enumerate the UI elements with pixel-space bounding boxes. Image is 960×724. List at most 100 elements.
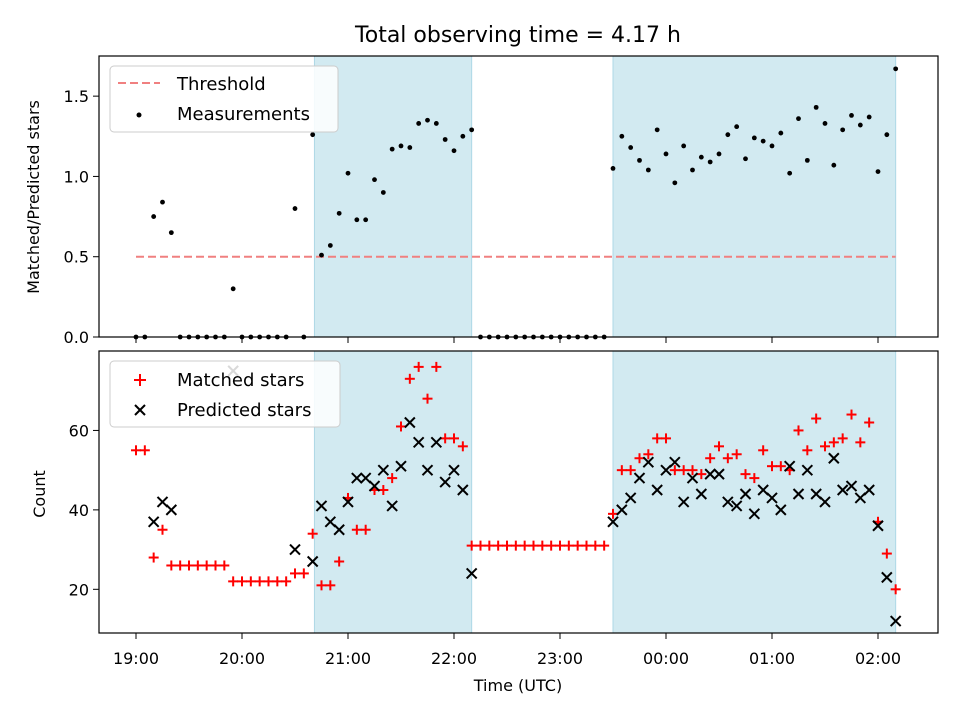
- measurement-point: [875, 169, 881, 175]
- matched-stars-point: [431, 361, 442, 372]
- matched-stars-point: [634, 453, 645, 464]
- bottom-legend: Matched stars Predicted stars: [109, 360, 341, 428]
- measurement-point: [363, 217, 369, 223]
- legend-measurements-label: Measurements: [177, 104, 310, 125]
- top-y-tick-label: 1.5: [64, 87, 89, 106]
- measurement-point: [796, 116, 801, 122]
- predicted-stars-point: [722, 496, 734, 508]
- matched-stars-point: [555, 540, 565, 551]
- measurement-point: [310, 132, 316, 138]
- measurement-point: [354, 217, 360, 223]
- predicted-stars-point: [368, 480, 381, 492]
- legend-matched-label: Matched stars: [177, 370, 304, 391]
- matched-stars-point: [502, 540, 512, 551]
- predicted-stars-point: [801, 464, 814, 476]
- bottom-panel: 20 40 60 19:00 20:00 21:00 22:00 23:00 00:00 01:…: [30, 350, 939, 695]
- predicted-stars-point: [324, 516, 337, 528]
- predicted-stars-point: [695, 488, 708, 500]
- matched-stars-point: [466, 540, 477, 551]
- measurement-point: [813, 104, 819, 110]
- top-y-tick-label: 0.0: [64, 328, 89, 347]
- measurement-point: [787, 170, 793, 176]
- x-tick-label: 21:00: [325, 649, 371, 668]
- measurement-point: [407, 145, 413, 150]
- matched-stars-point: [714, 441, 724, 452]
- measurement-point: [751, 135, 757, 141]
- measurement-point: [822, 121, 828, 126]
- measurement-point: [628, 145, 634, 150]
- measurement-point: [698, 154, 704, 160]
- matched-stars-point: [131, 445, 141, 456]
- matched-stars-point: [351, 524, 362, 535]
- bottom-x-axis: 19:00 20:00 21:00 22:00 23:00 00:00 01:00 02:00: [113, 633, 901, 668]
- measurement-point: [168, 230, 174, 236]
- measurement-point: [416, 121, 422, 126]
- predicted-stars-point: [669, 456, 681, 468]
- matched-stars-point: [219, 560, 230, 571]
- measurements-series: [133, 66, 899, 340]
- matched-stars-point: [519, 540, 530, 551]
- bottom-shaded-regions: [313, 350, 897, 634]
- measurement-point: [857, 122, 863, 128]
- x-tick-label: 02:00: [855, 649, 901, 668]
- legend-predicted-label: Predicted stars: [177, 400, 311, 421]
- top-panel: 0.0 0.5 1.0 1.5 Matched/Predicted stars Thr…: [24, 55, 939, 347]
- measurement-point: [451, 148, 457, 154]
- measurement-point: [398, 143, 404, 149]
- measurement-point: [610, 166, 616, 171]
- shaded-interval-2: [612, 55, 897, 338]
- matched-stars-point: [855, 437, 866, 448]
- predicted-stars-point: [686, 472, 699, 484]
- matched-stars-point: [722, 453, 733, 464]
- measurement-point: [292, 206, 298, 211]
- measurement-point: [327, 243, 333, 248]
- x-tick-label: 20:00: [219, 649, 265, 668]
- matched-stars-point: [148, 552, 159, 563]
- matched-stars-point: [281, 576, 292, 587]
- matched-stars-point: [228, 576, 239, 587]
- measurement-point: [769, 143, 775, 149]
- matched-stars-point: [449, 433, 459, 444]
- matched-stars-point: [572, 540, 583, 551]
- measurement-point: [831, 162, 837, 168]
- measurement-point: [672, 180, 678, 186]
- matched-stars-point: [890, 584, 901, 595]
- top-plot-frame: [98, 55, 939, 338]
- matched-stars-point: [546, 540, 557, 551]
- measurement-point: [734, 124, 740, 130]
- predicted-stars-point: [412, 436, 425, 449]
- x-tick-label: 19:00: [113, 649, 159, 668]
- measurement-point: [230, 286, 236, 292]
- predicted-stars-point: [792, 488, 805, 500]
- figure-title: Total observing time = 4.17 h: [354, 23, 681, 48]
- predicted-stars-point: [333, 524, 345, 536]
- measurement-point: [469, 127, 475, 133]
- matched-stars-point: [581, 540, 592, 551]
- x-tick-label: 01:00: [749, 649, 795, 668]
- predicted-stars-point: [404, 416, 416, 429]
- shaded-interval-1: [313, 350, 473, 634]
- measurement-point: [619, 133, 625, 139]
- matched-stars-point: [608, 508, 618, 519]
- matched-stars-point: [201, 560, 212, 571]
- measurement-point: [460, 133, 466, 139]
- matched-stars-point: [652, 433, 663, 444]
- top-shaded-regions: [313, 55, 897, 338]
- matched-stars-point: [669, 465, 680, 476]
- predicted-stars-point: [651, 484, 663, 496]
- matched-stars-point: [643, 449, 654, 460]
- measurement-point: [893, 66, 899, 72]
- matched-stars-point: [599, 540, 610, 551]
- bottom-legend-box: [109, 360, 341, 428]
- matched-stars-point: [758, 445, 769, 456]
- matched-stars-point: [404, 373, 415, 384]
- legend-matched-swatch: [134, 374, 146, 386]
- predicted-stars-point: [439, 476, 451, 488]
- predicted-stars-point: [704, 468, 716, 480]
- measurement-point: [389, 146, 395, 152]
- matched-stars-point: [837, 433, 848, 444]
- matched-stars-point: [820, 441, 830, 452]
- measurement-point: [645, 167, 651, 173]
- top-y-axis: 0.0 0.5 1.0 1.5: [64, 87, 99, 347]
- predicted-stars-series: [147, 365, 902, 627]
